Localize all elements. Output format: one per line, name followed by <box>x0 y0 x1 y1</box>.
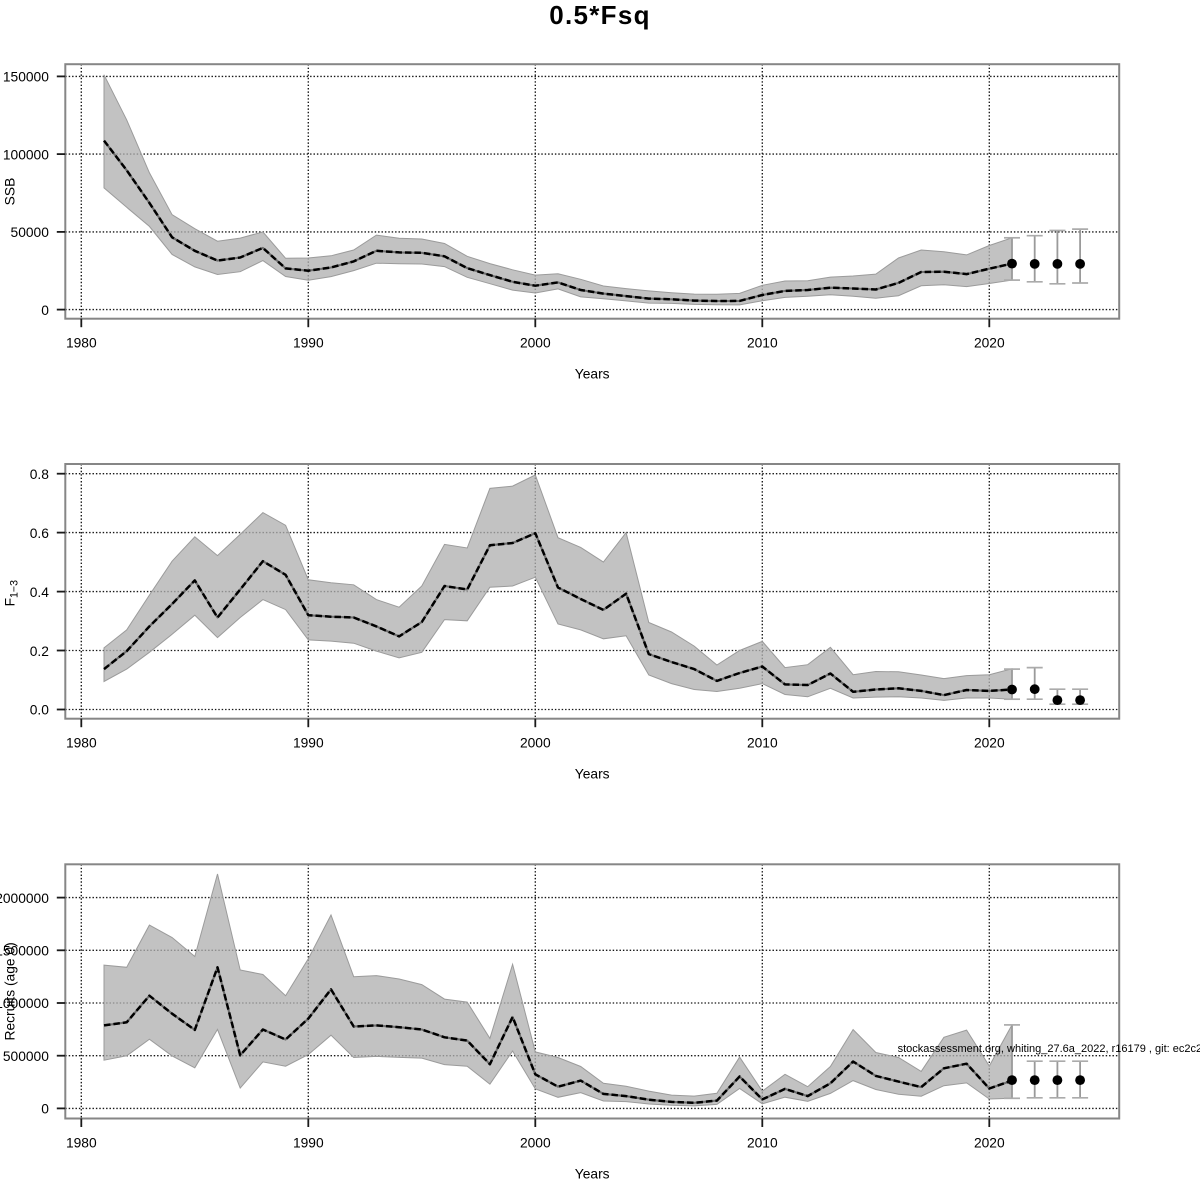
svg-text:1000000: 1000000 <box>0 996 49 1011</box>
svg-text:stockassessment.org, whiting_2: stockassessment.org, whiting_27.6a_2022,… <box>898 1043 1200 1055</box>
svg-text:2010: 2010 <box>747 736 778 751</box>
svg-text:SSB: SSB <box>3 178 18 206</box>
svg-text:0.8: 0.8 <box>30 467 50 482</box>
svg-text:2020: 2020 <box>974 1136 1005 1151</box>
svg-text:0.5*Fsq: 0.5*Fsq <box>549 0 651 30</box>
svg-text:2020: 2020 <box>974 736 1005 751</box>
svg-text:Years: Years <box>575 767 610 782</box>
svg-text:0: 0 <box>41 1102 49 1117</box>
svg-text:2000000: 2000000 <box>0 891 49 906</box>
svg-text:500000: 500000 <box>3 1049 49 1064</box>
svg-text:1980: 1980 <box>66 1136 97 1151</box>
svg-text:2000: 2000 <box>520 736 551 751</box>
svg-text:2000: 2000 <box>520 336 551 351</box>
svg-text:1980: 1980 <box>66 736 97 751</box>
svg-text:0.0: 0.0 <box>30 703 50 718</box>
svg-text:1980: 1980 <box>66 336 97 351</box>
svg-text:50000: 50000 <box>11 225 50 240</box>
svg-text:2020: 2020 <box>974 336 1005 351</box>
svg-text:100000: 100000 <box>3 147 49 162</box>
svg-text:1990: 1990 <box>293 736 324 751</box>
svg-text:0.6: 0.6 <box>30 526 50 541</box>
svg-text:0.4: 0.4 <box>30 585 50 600</box>
svg-text:Years: Years <box>575 1167 610 1182</box>
svg-text:2000: 2000 <box>520 1136 551 1151</box>
svg-text:1990: 1990 <box>293 1136 324 1151</box>
svg-text:Recruits (age 0): Recruits (age 0) <box>3 942 18 1040</box>
svg-text:Years: Years <box>575 367 610 382</box>
svg-text:150000: 150000 <box>3 70 49 85</box>
svg-text:1990: 1990 <box>293 336 324 351</box>
svg-text:1500000: 1500000 <box>0 944 49 959</box>
svg-text:0.2: 0.2 <box>30 644 49 659</box>
svg-text:2010: 2010 <box>747 336 778 351</box>
svg-text:0: 0 <box>41 303 49 318</box>
svg-text:2010: 2010 <box>747 1136 778 1151</box>
